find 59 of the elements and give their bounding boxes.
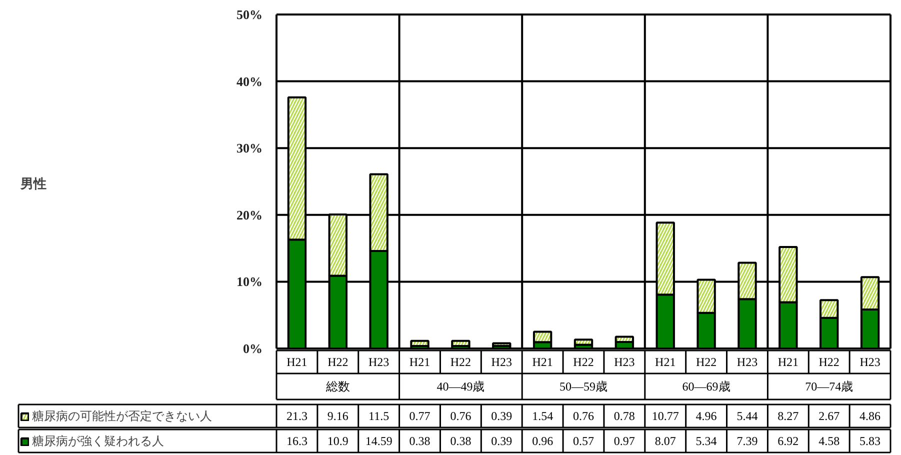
data-label: 6.92: [778, 434, 799, 448]
x-tick-label: H22: [696, 355, 717, 369]
x-tick-label: H22: [573, 355, 594, 369]
y-tick-label: 10%: [236, 274, 262, 290]
data-label: 4.96: [696, 409, 717, 423]
data-label: 14.59: [365, 434, 392, 448]
text: 60―69歳: [682, 380, 730, 394]
x-tick-label: H23: [491, 355, 512, 369]
y-tick-label: 50%: [236, 7, 262, 22]
data-label: 0.76: [573, 409, 594, 423]
text: 50―59歳: [560, 380, 608, 394]
data-label: 16.3: [286, 434, 308, 448]
x-tick-label: H23: [860, 355, 880, 369]
data-label: 0.76: [450, 409, 472, 423]
text: 総数: [324, 380, 350, 394]
data-label: 0.38: [409, 434, 430, 448]
x-tick-label: H23: [368, 355, 390, 369]
x-tick-label: H21: [532, 355, 553, 369]
x-tick-label: H21: [778, 355, 799, 369]
data-label: 4.58: [818, 434, 840, 448]
x-tick-label: H21: [655, 355, 676, 369]
text: 40―49歳: [436, 380, 485, 394]
data-label: 10.9: [327, 434, 348, 448]
data-label: 1.54: [532, 409, 554, 423]
y-tick-label: 30%: [236, 140, 262, 156]
text: 男性: [20, 177, 46, 192]
data-label: 0.77: [409, 409, 430, 423]
data-label: 0.39: [491, 434, 512, 448]
data-label: 10.77: [652, 409, 679, 423]
y-tick-label: 40%: [236, 74, 262, 89]
x-tick-label: H21: [286, 355, 308, 369]
data-label: 0.78: [614, 409, 635, 423]
x-tick-label: H23: [614, 355, 635, 369]
data-label: 0.97: [614, 434, 635, 448]
data-label: 0.39: [491, 409, 512, 423]
x-tick-label: H21: [409, 355, 430, 369]
data-label: 11.5: [368, 409, 390, 423]
data-label: 8.27: [778, 409, 799, 423]
text: 70―74歳: [805, 380, 854, 394]
data-label: 7.39: [736, 434, 758, 448]
data-label: 5.34: [696, 434, 717, 448]
x-tick-label: H22: [818, 355, 840, 369]
y-tick-label: 20%: [236, 207, 262, 222]
legend-label: 糖尿病が強く疑われる人: [32, 432, 164, 450]
legend-label: 糖尿病の可能性が否定できない人: [32, 408, 212, 424]
data-label: 2.67: [818, 409, 840, 423]
data-label: 4.86: [860, 409, 881, 423]
data-label: 0.57: [573, 434, 594, 448]
data-label: 5.83: [860, 434, 881, 448]
x-tick-label: H22: [328, 355, 348, 369]
y-tick-label: 0%: [243, 341, 262, 356]
data-label: 0.96: [532, 434, 554, 448]
data-label: 0.38: [450, 434, 472, 448]
x-tick-label: H23: [736, 355, 758, 369]
data-label: 8.07: [654, 434, 676, 448]
data-label: 5.44: [736, 409, 758, 423]
data-label: 9.16: [327, 409, 348, 423]
x-tick-label: H22: [450, 355, 472, 369]
data-label: 21.3: [286, 409, 308, 423]
